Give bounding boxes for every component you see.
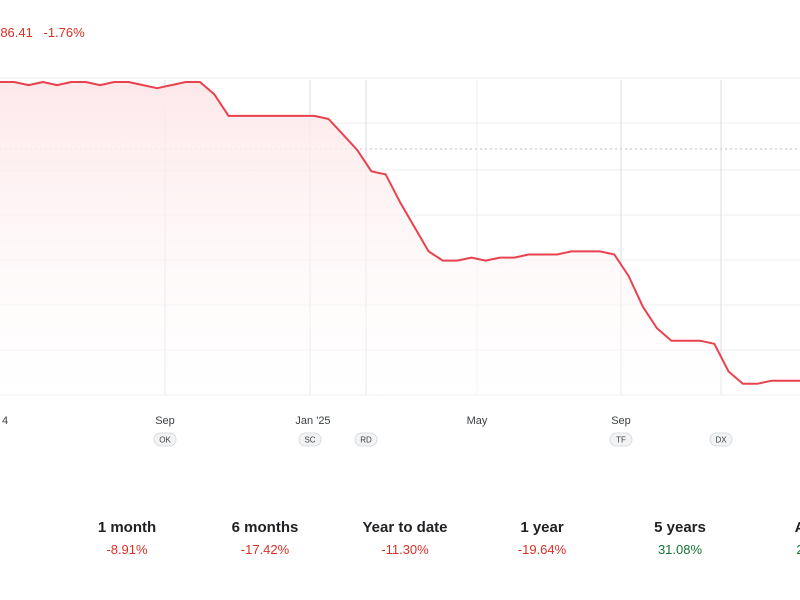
price-chart[interactable]: 4 Sep Jan '25 May Sep OK SC RD TF DX — [0, 0, 800, 460]
event-marker-label: DX — [715, 436, 727, 445]
price-area-fill — [0, 82, 800, 395]
performance-value: -11.30% — [381, 542, 429, 557]
event-marker[interactable]: DX — [709, 432, 733, 447]
price-change-percent: -1.76% — [43, 25, 85, 40]
performance-label: 5 years — [654, 519, 706, 536]
performance-label: 1 year — [520, 519, 564, 536]
performance-value: % — [0, 540, 35, 560]
event-marker-label: RD — [360, 436, 372, 445]
performance-item[interactable]: 1 month -8.91% — [67, 516, 187, 560]
x-axis-labels: 4 Sep Jan '25 May Sep — [2, 415, 631, 427]
event-marker[interactable]: SC — [298, 432, 322, 447]
event-marker-pill[interactable] — [709, 432, 733, 447]
performance-value: 2 — [796, 542, 800, 557]
event-marker-pill[interactable] — [153, 432, 177, 447]
performance-label: 1 month — [97, 519, 157, 536]
event-marker-pill[interactable] — [298, 432, 322, 447]
event-marker-label: OK — [159, 436, 171, 445]
performance-item[interactable]: A2 — [740, 516, 800, 560]
price-change: -86.41 -1.76% — [0, 25, 92, 40]
event-marker-pill[interactable] — [354, 432, 378, 447]
event-marker-pill[interactable] — [609, 432, 633, 447]
x-tick-label: 4 — [2, 415, 8, 427]
performance-item[interactable]: 1 year -19.64% — [482, 516, 602, 560]
event-marker[interactable]: OK — [153, 432, 177, 447]
event-markers[interactable]: OK SC RD TF DX — [153, 432, 733, 447]
performance-label: A — [740, 516, 800, 540]
x-tick-label: Jan '25 — [295, 415, 330, 427]
event-marker[interactable]: RD — [354, 432, 378, 447]
x-tick-label: Sep — [611, 415, 631, 427]
price-change-value: -86.41 — [0, 25, 33, 40]
performance-label: ys — [0, 516, 35, 540]
performance-item[interactable]: 5 years 31.08% — [620, 516, 740, 560]
x-tick-label: Sep — [155, 415, 175, 427]
performance-row: ys% 1 month -8.91% 6 months -17.42% Year to d… — [0, 516, 800, 566]
x-tick-label: May — [467, 415, 488, 427]
performance-label: 6 months — [231, 519, 299, 536]
event-marker-label: SC — [304, 436, 315, 445]
performance-value: 31.08% — [657, 542, 703, 557]
performance-value: -17.42% — [240, 542, 290, 557]
event-marker[interactable]: TF — [609, 432, 633, 447]
performance-item[interactable]: ys% — [0, 516, 35, 560]
performance-item[interactable]: 6 months -17.42% — [205, 516, 325, 560]
event-marker-label: TF — [616, 436, 626, 445]
performance-value: -8.91% — [106, 542, 148, 557]
performance-label: Year to date — [362, 519, 448, 536]
performance-value: -19.64% — [517, 542, 567, 557]
price-line — [0, 81, 800, 385]
performance-item[interactable]: Year to date -11.30% — [345, 516, 465, 560]
